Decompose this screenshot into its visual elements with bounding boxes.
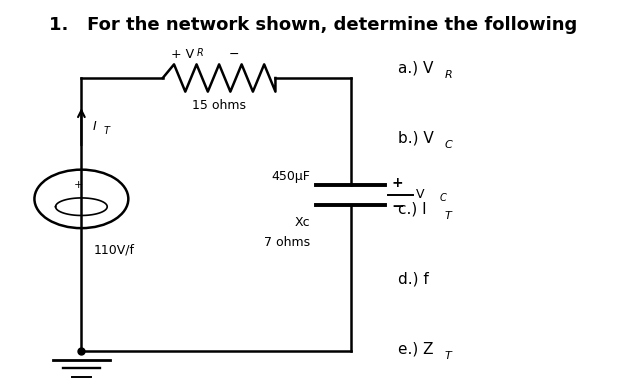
Text: 7 ohms: 7 ohms bbox=[264, 236, 310, 249]
Text: C: C bbox=[439, 193, 446, 203]
Text: T: T bbox=[444, 211, 451, 221]
Text: a.) V: a.) V bbox=[398, 61, 433, 76]
Text: T: T bbox=[444, 351, 451, 361]
Text: 1.   For the network shown, determine the following: 1. For the network shown, determine the … bbox=[49, 16, 577, 34]
Text: 15 ohms: 15 ohms bbox=[192, 99, 246, 112]
Text: T: T bbox=[103, 126, 110, 136]
Text: R: R bbox=[197, 48, 204, 58]
Text: I: I bbox=[93, 120, 96, 133]
Text: + V: + V bbox=[171, 48, 194, 61]
Text: −: − bbox=[225, 48, 240, 61]
Text: 110V/f: 110V/f bbox=[94, 244, 135, 257]
Text: +: + bbox=[74, 180, 83, 190]
Text: R: R bbox=[444, 70, 452, 80]
Text: c.) I: c.) I bbox=[398, 201, 426, 216]
Text: 450μF: 450μF bbox=[271, 170, 310, 183]
Text: Xc: Xc bbox=[294, 216, 310, 229]
Text: −: − bbox=[391, 199, 404, 214]
Text: V: V bbox=[416, 188, 425, 202]
Text: e.) Z: e.) Z bbox=[398, 342, 433, 356]
Text: C: C bbox=[444, 140, 452, 151]
Text: b.) V: b.) V bbox=[398, 131, 433, 146]
Text: d.) f: d.) f bbox=[398, 271, 428, 286]
Text: +: + bbox=[391, 176, 403, 190]
